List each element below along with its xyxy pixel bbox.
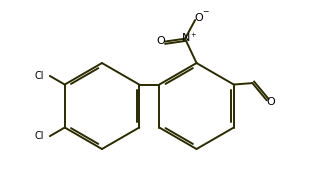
Text: O: O: [156, 36, 165, 46]
Text: $^+$: $^+$: [189, 32, 197, 42]
Text: O: O: [266, 97, 275, 107]
Text: $^-$: $^-$: [201, 9, 210, 19]
Text: Cl: Cl: [35, 131, 44, 141]
Text: Cl: Cl: [35, 71, 44, 81]
Text: O: O: [194, 13, 203, 23]
Text: N: N: [182, 33, 191, 43]
